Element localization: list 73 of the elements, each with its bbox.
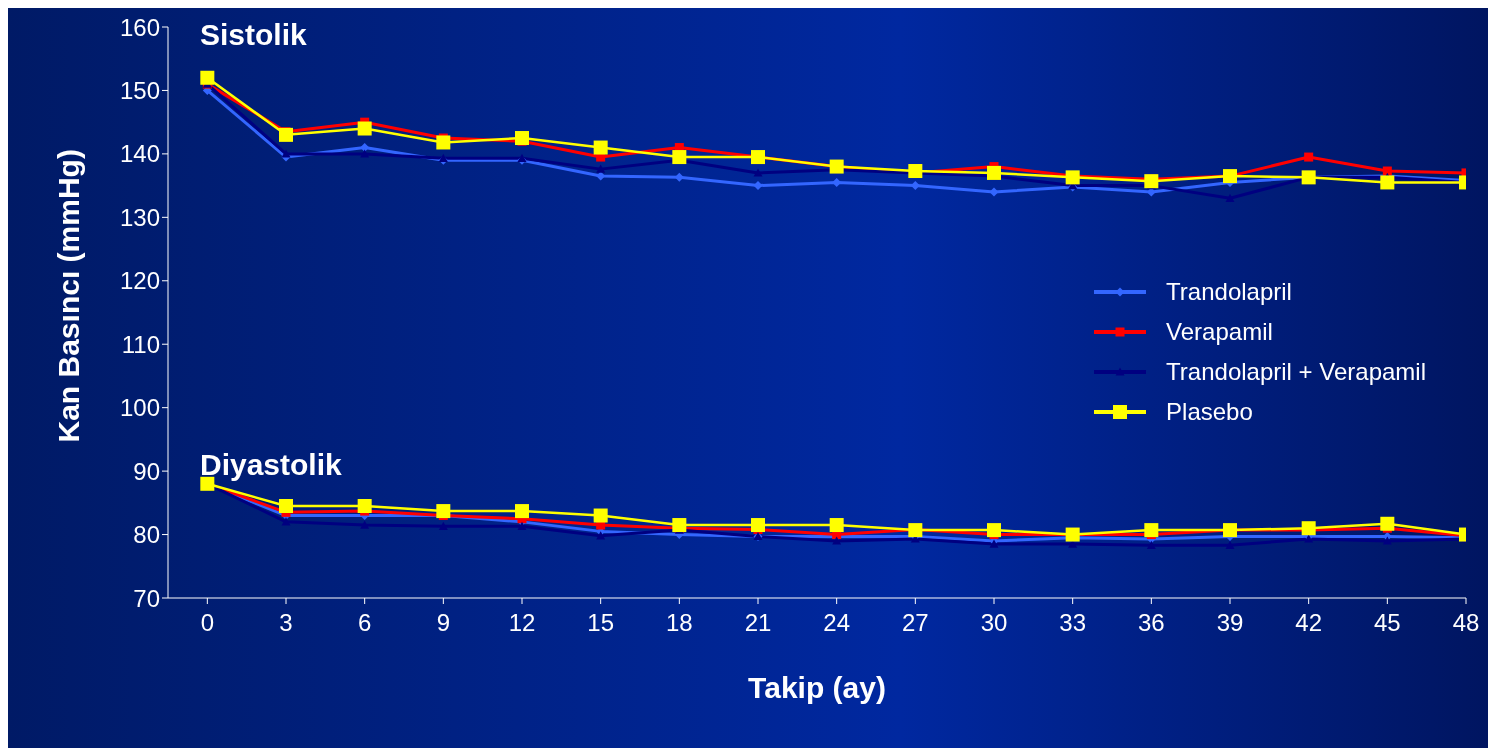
point: [751, 518, 765, 533]
point: [908, 523, 923, 538]
point: [1225, 193, 1235, 202]
x-tick-label: 36: [1137, 609, 1165, 637]
x-tick-label: 6: [357, 609, 372, 637]
x-tick-label: 39: [1216, 609, 1244, 637]
y-tick-label: 80: [133, 521, 160, 549]
x-tick-label: 48: [1452, 609, 1480, 637]
point: [1380, 175, 1395, 190]
point: [596, 531, 606, 540]
point: [987, 165, 1001, 180]
y-tick-label: 130: [119, 203, 160, 231]
point: [436, 504, 451, 519]
x-axis-title: Takip (ay): [748, 671, 886, 704]
y-tick-label: 70: [133, 584, 160, 612]
legend-label: Plasebo: [1166, 398, 1253, 426]
point: [360, 143, 370, 153]
point: [1380, 516, 1395, 531]
x-tick-label: 3: [279, 609, 293, 637]
x-tick-label: 18: [665, 609, 693, 637]
point: [1144, 523, 1159, 538]
point: [357, 499, 372, 514]
annotation: Sistolik: [200, 18, 307, 52]
point: [593, 140, 608, 155]
point: [593, 508, 608, 523]
point: [987, 523, 1001, 538]
point: [1382, 536, 1392, 545]
y-tick-label: 150: [119, 76, 160, 104]
x-tick-label: 30: [980, 609, 1008, 637]
point: [279, 499, 293, 514]
x-tick-label: 12: [508, 609, 536, 637]
y-tick-label: 120: [119, 267, 160, 295]
point: [1225, 540, 1235, 549]
point: [438, 521, 448, 530]
point: [989, 187, 999, 197]
y-tick-label: 100: [119, 394, 160, 422]
y-tick-label: 160: [119, 13, 160, 41]
point: [279, 127, 293, 142]
point: [1146, 540, 1156, 549]
point: [829, 518, 844, 533]
x-tick-label: 9: [436, 609, 451, 637]
point: [908, 164, 923, 179]
legend-label: Trandolapril + Verapamil: [1166, 358, 1426, 386]
point: [200, 70, 215, 85]
y-axis-title: Kan Basıncı (mmHg): [51, 149, 85, 443]
x-tick-label: 0: [200, 609, 215, 637]
annotation: Diyastolik: [200, 448, 342, 482]
point: [753, 168, 763, 177]
point: [1304, 152, 1314, 162]
point: [672, 150, 687, 165]
point: [596, 164, 606, 173]
point: [832, 536, 842, 545]
point: [672, 518, 687, 533]
point: [357, 121, 372, 136]
x-tick-label: 27: [901, 609, 929, 637]
x-tick-label: 21: [744, 609, 772, 637]
point: [1065, 170, 1080, 185]
x-tick-label: 24: [823, 609, 851, 637]
point: [436, 135, 451, 150]
legend-label: Trandolapril: [1166, 278, 1292, 306]
point: [515, 504, 529, 519]
point: [753, 181, 763, 191]
x-tick-label: 33: [1059, 609, 1087, 637]
y-tick-label: 140: [119, 140, 160, 168]
point: [1144, 174, 1159, 189]
legend-label: Verapamil: [1166, 318, 1273, 346]
x-tick-label: 15: [587, 609, 615, 637]
y-tick-label: 90: [133, 457, 160, 485]
x-tick-label: 45: [1373, 609, 1401, 637]
point: [1301, 521, 1316, 536]
y-tick-label: 110: [121, 330, 160, 358]
x-tick-label: 42: [1295, 609, 1323, 637]
point: [360, 520, 370, 529]
